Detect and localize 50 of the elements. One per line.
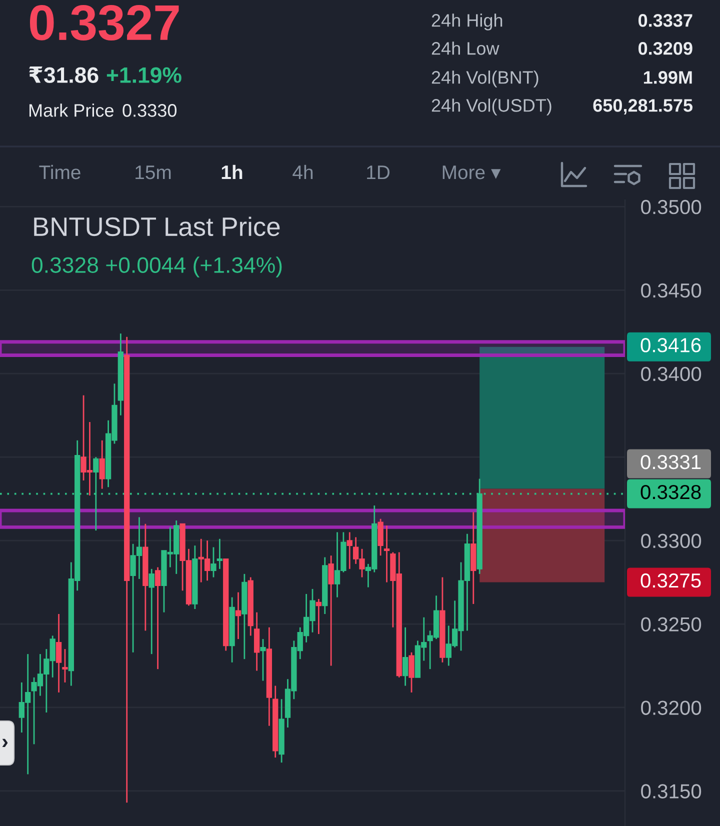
text: 0.3328 +0.0044 (+1.34%) [32,256,282,278]
candlestick [254,612,260,672]
ref-line-label: 0.3328 [640,484,701,500]
candlestick [62,648,68,684]
text: 24h High [432,14,502,30]
text: 0.3331 [640,454,701,470]
candlestick [210,546,216,578]
text: 0.3337 [638,14,692,27]
band-label: 0.3275 [640,573,701,588]
annotation: › [2,738,8,747]
text: 15m [136,166,171,180]
candlestick [328,554,334,666]
candlestick [148,568,154,655]
text: 1.99M [644,71,692,84]
y-tick-label: 0.3300 [641,534,702,548]
candlestick [384,524,390,583]
text: 0.3209 [638,42,692,55]
candlestick [346,532,352,570]
text: ₹31.86 [29,66,98,83]
y-tick-label: 0.3450 [641,283,702,298]
candlestick [216,538,223,570]
candlestick [408,652,414,694]
y-tick-label: 0.3500 [641,200,702,214]
candlestick [378,518,384,556]
candlestick [154,566,161,670]
candlestick [260,638,266,682]
candlestick [56,613,62,694]
text: +1.19% [106,67,182,83]
text: 0.3327 [30,5,179,40]
text: 1D [367,166,390,180]
text: BNTUSDT Last Price [34,216,280,236]
y-tick-label: 0.3200 [641,700,702,715]
y-tick-label: 0.3400 [641,366,702,382]
y-tick-label: 0.3250 [641,617,702,632]
candlestick [99,440,105,490]
text: 0.3330 [122,104,177,117]
band-label: 0.3416 [640,338,701,352]
candlestick [402,626,408,686]
text: 1h [222,164,242,180]
text: 24h Vol(BNT) [432,70,538,88]
text: 24h Low [432,42,500,55]
candlestick [235,592,242,640]
text: Mark Price [29,104,114,117]
text: More ▾ [442,166,501,180]
text: Time [39,164,80,180]
text: 4h [292,164,313,180]
text: 24h Vol(USDT) [432,98,552,116]
text: 650,281.575 [593,99,693,114]
candlestick [316,598,322,635]
y-tick-label: 0.3150 [641,784,702,798]
